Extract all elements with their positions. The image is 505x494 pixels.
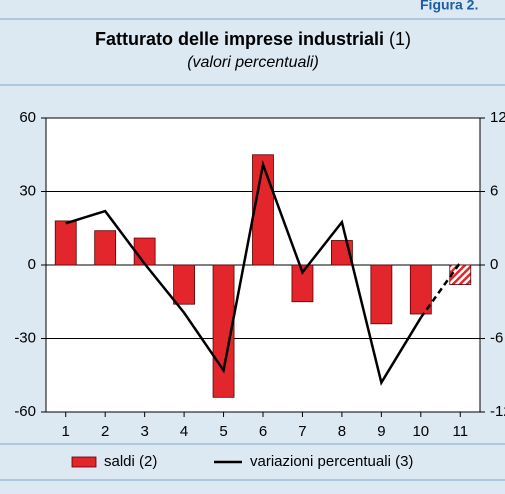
title-main: Fatturato delle imprese industriali [95,29,384,49]
y-tick-label: 60 [19,109,36,126]
y2-tick-label: 12 [490,109,505,126]
x-tick-label: 6 [259,423,267,440]
bar [94,230,117,266]
bar [133,237,156,266]
figure-label: Figura 2. [420,0,478,13]
bar [370,264,393,325]
bar [54,220,77,266]
x-tick-label: 9 [377,423,385,440]
line-estimate [419,261,462,319]
y-tick-label: 30 [19,182,36,199]
x-tick-label: 3 [140,423,148,440]
x-tick-label: 8 [338,423,346,440]
chart-title: Fatturato delle imprese industriali (1) [95,29,411,49]
y-tick-label: 0 [28,256,36,273]
bar [409,264,432,315]
x-tick-label: 7 [298,423,306,440]
legend-label: saldi (2) [104,453,157,470]
bar [252,154,274,266]
y2-tick-label: -12 [490,403,505,420]
y2-tick-label: -6 [490,329,503,346]
y-tick-label: -60 [14,403,36,420]
x-tick-label: 5 [219,423,227,440]
x-tick-label: 10 [412,423,429,440]
line [65,159,422,386]
x-tick-label: 1 [62,423,70,440]
chart-subtitle: (valori percentuali) [187,54,319,71]
bar [173,264,195,305]
y2-tick-label: 6 [490,182,498,199]
title-note: (1) [389,29,411,49]
x-tick-label: 2 [101,423,109,440]
legend-swatch [71,456,97,468]
x-tick-label: 11 [452,423,468,440]
x-tick-label: 4 [180,423,188,440]
y-tick-label: -30 [14,329,36,346]
y2-tick-label: 0 [490,256,498,273]
legend-label: variazioni percentuali (3) [250,453,413,470]
bar [291,264,314,303]
bar [449,264,472,286]
